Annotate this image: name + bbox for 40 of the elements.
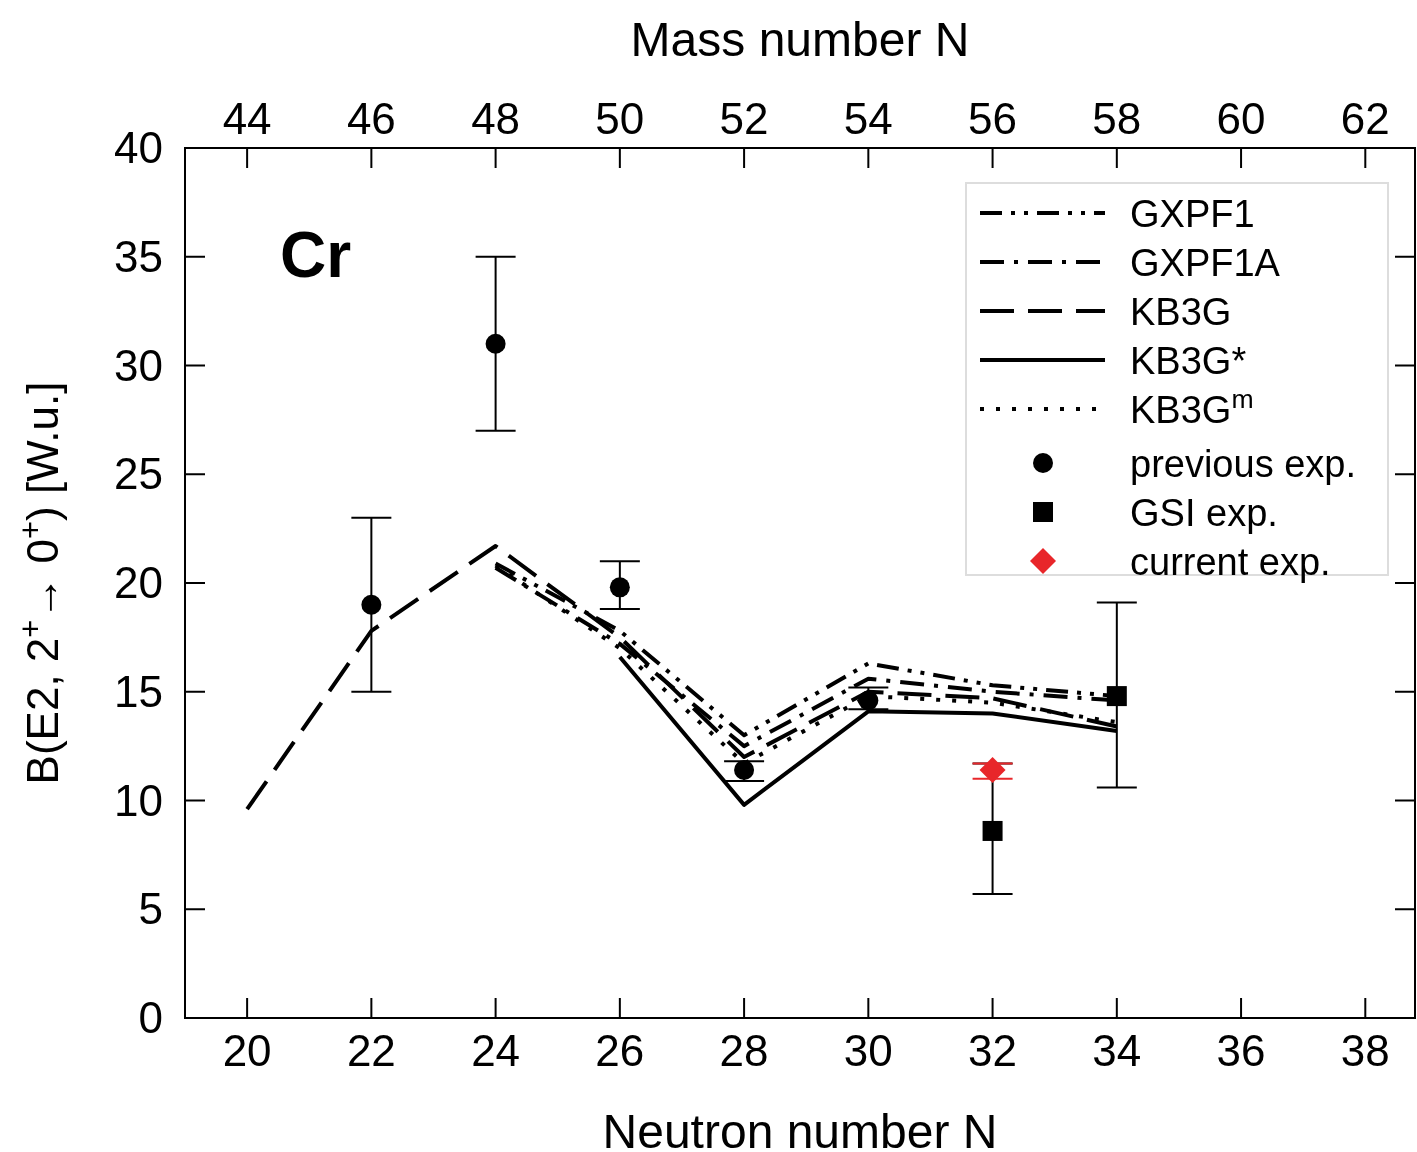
x2-tick-label: 44 [222,94,272,143]
legend-label: KB3G* [1130,340,1247,382]
x-tick-label: 30 [843,1026,893,1075]
x2-tick-label: 54 [843,94,893,143]
y-tick-label: 0 [138,993,163,1042]
x-tick-label: 32 [968,1026,1018,1075]
y-tick-label: 5 [138,884,163,934]
x2-tick-label: 58 [1092,94,1142,143]
y-tick-label: 30 [114,340,163,390]
x-axis-title: Neutron number N [602,1105,998,1152]
x-tick-label: 38 [1340,1026,1390,1075]
x-tick-label: 34 [1092,1026,1142,1075]
x2-axis-title: Mass number N [630,13,970,66]
x2-tick-label: 56 [968,94,1018,143]
x-tick-label: 36 [1216,1026,1266,1075]
x2-tick-label: 50 [595,94,645,143]
y-tick-label: 15 [114,666,163,716]
y-tick-label: 35 [114,231,163,281]
y-tick-label: 25 [114,449,163,499]
y-tick-label: 20 [114,558,163,607]
x-tick-label: 22 [346,1026,396,1075]
legend-label: GXPF1 [1130,193,1255,235]
x2-tick-label: 62 [1340,94,1390,143]
x-tick-label: 26 [595,1026,645,1075]
legend-label: current exp. [1130,541,1331,583]
x2-tick-label: 48 [471,94,521,143]
legend-label: GXPF1A [1130,242,1281,284]
y-tick-label: 40 [114,123,163,172]
legend-label: KB3G$^{m}$ [1130,384,1254,431]
x2-tick-label: 46 [346,94,396,143]
legend-label: GSI exp. [1130,492,1278,534]
legend-label: KB3G [1130,291,1232,333]
legend-label: previous exp. [1130,443,1357,485]
x-tick-label: 20 [222,1026,272,1075]
x2-tick-label: 60 [1216,94,1266,143]
x-tick-label: 24 [471,1026,521,1075]
x-tick-label: 28 [719,1026,769,1075]
annotation: Cr [280,219,352,291]
x2-tick-label: 52 [719,94,769,143]
y-tick-label: 10 [114,775,163,825]
